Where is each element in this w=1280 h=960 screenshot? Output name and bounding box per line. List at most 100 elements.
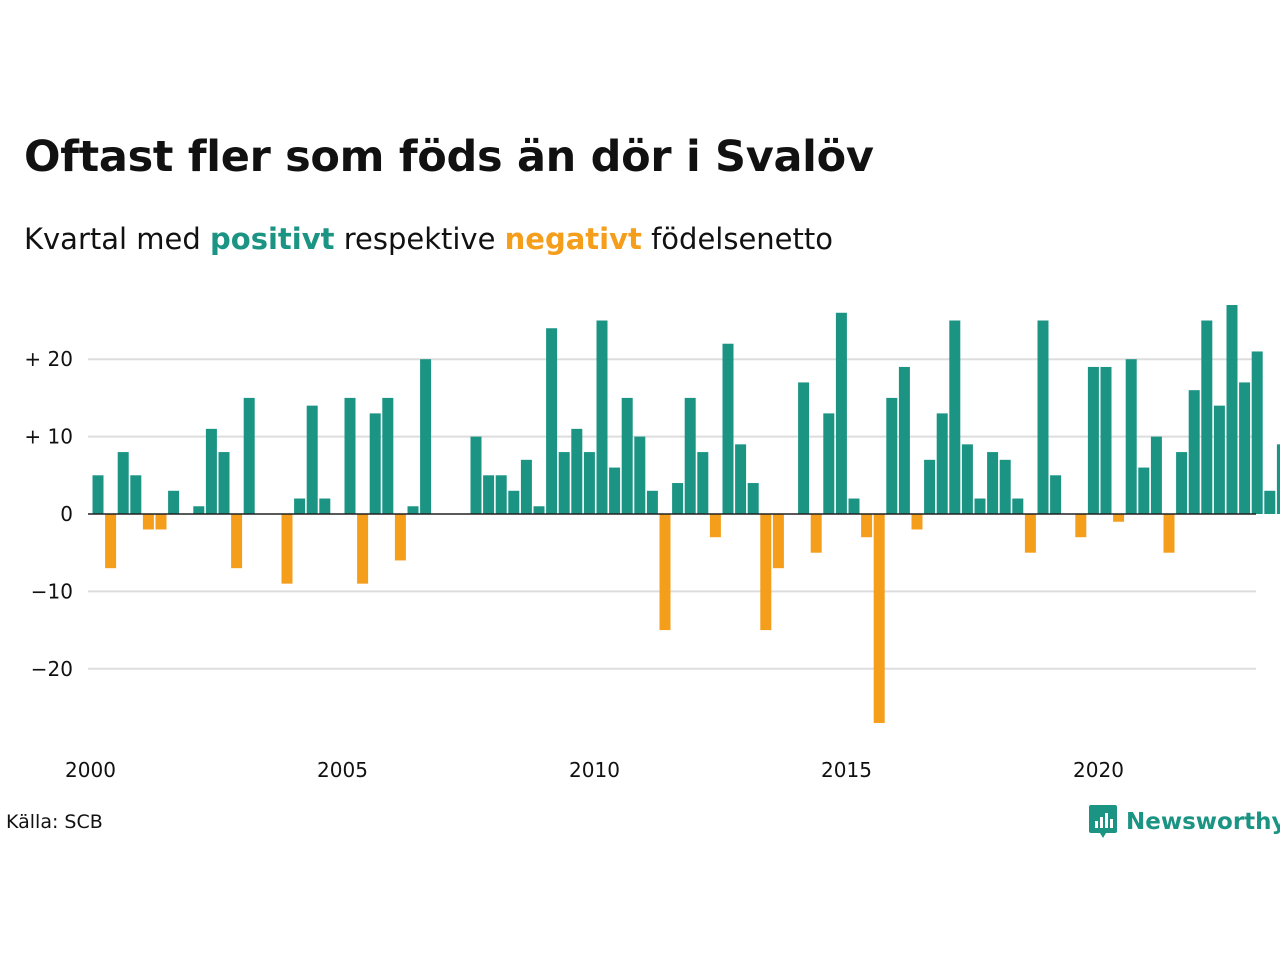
bar-positive <box>306 405 318 514</box>
bar-positive <box>344 397 356 514</box>
source-note: Källa: SCB <box>6 811 103 833</box>
bar-positive <box>495 475 507 514</box>
bar-positive <box>168 490 180 514</box>
bar-positive <box>672 483 684 514</box>
bar-positive <box>634 436 646 514</box>
bar-positive <box>546 328 558 514</box>
bar-positive <box>1213 405 1225 514</box>
bar-positive <box>886 397 898 514</box>
bar-chart: + 20 + 10 0 −10 −20 2000 2005 2010 2015 2020 <box>24 305 1280 782</box>
y-tick-label: 0 <box>60 502 73 526</box>
x-tick-label: 2010 <box>569 758 620 782</box>
bar-positive <box>621 397 633 514</box>
bar-positive <box>1037 320 1049 514</box>
bar-negative <box>394 514 406 561</box>
bar-positive <box>1276 444 1280 514</box>
bar-positive <box>1239 382 1251 514</box>
bar-positive <box>583 452 595 514</box>
bar-positive <box>243 397 255 514</box>
bar-positive <box>520 459 532 514</box>
grid-layer <box>88 358 1256 670</box>
bar-negative <box>659 514 671 631</box>
bar-positive <box>407 506 419 514</box>
bar-negative <box>281 514 293 584</box>
bar-negative <box>231 514 243 569</box>
subtitle-negative-label: negativt <box>504 222 642 256</box>
bar-positive <box>319 498 331 514</box>
bar-positive <box>798 382 810 514</box>
bar-positive <box>1012 498 1024 514</box>
subtitle-positive-label: positivt <box>210 222 335 256</box>
bar-negative <box>1024 514 1036 553</box>
bar-negative <box>155 514 167 530</box>
bar-positive <box>735 444 747 514</box>
bar-positive <box>117 452 129 514</box>
bar-positive <box>205 428 217 514</box>
bar-positive <box>949 320 961 514</box>
bar-positive <box>470 436 482 514</box>
bar-positive <box>684 397 696 514</box>
bar-positive <box>508 490 520 514</box>
bar-positive <box>369 413 381 514</box>
bar-negative <box>142 514 154 530</box>
bar-negative <box>760 514 772 631</box>
bar-positive <box>987 452 999 514</box>
bar-positive <box>420 359 432 514</box>
bar-positive <box>1138 467 1150 514</box>
bar-positive <box>1251 351 1263 514</box>
bar-negative <box>861 514 873 538</box>
bar-chart-speech-bubble-icon <box>1089 805 1117 838</box>
bar-positive <box>961 444 973 514</box>
bar-positive <box>823 413 835 514</box>
bar-negative <box>709 514 721 538</box>
bar-positive <box>1150 436 1162 514</box>
bar-positive <box>193 506 205 514</box>
y-tick-label: + 20 <box>24 347 73 371</box>
bars-layer <box>92 305 1280 723</box>
bar-positive <box>1176 452 1188 514</box>
bar-positive <box>533 506 545 514</box>
brand-logo: Newsworthy <box>1088 804 1280 840</box>
y-tick-label: −20 <box>31 657 73 681</box>
bar-positive <box>974 498 986 514</box>
bar-positive <box>218 452 230 514</box>
bar-positive <box>1201 320 1213 514</box>
bar-positive <box>722 343 734 514</box>
y-tick-label: + 10 <box>24 425 73 449</box>
bar-positive <box>1188 390 1200 514</box>
bar-positive <box>747 483 759 514</box>
bar-positive <box>1100 366 1112 514</box>
bar-positive <box>697 452 709 514</box>
bar-negative <box>772 514 784 569</box>
bar-positive <box>924 459 936 514</box>
bar-positive <box>848 498 860 514</box>
bar-negative <box>105 514 117 569</box>
chart-title: Oftast fler som föds än dör i Svalöv <box>24 132 874 182</box>
bar-positive <box>898 366 910 514</box>
bar-positive <box>999 459 1011 514</box>
chart-subtitle: Kvartal med positivt respektive negativt… <box>24 222 833 256</box>
subtitle-text-end: födelsenetto <box>651 222 833 256</box>
axis-layer: + 20 + 10 0 −10 −20 2000 2005 2010 2015 2020 <box>24 347 1256 782</box>
bar-positive <box>382 397 394 514</box>
bar-positive <box>483 475 495 514</box>
bar-positive <box>130 475 142 514</box>
bar-positive <box>596 320 608 514</box>
bar-negative <box>911 514 923 530</box>
x-tick-label: 2000 <box>65 758 116 782</box>
bar-positive <box>294 498 306 514</box>
bar-negative <box>873 514 885 723</box>
bar-positive <box>1050 475 1062 514</box>
x-tick-label: 2015 <box>821 758 872 782</box>
bar-positive <box>1087 366 1099 514</box>
bar-negative <box>1113 514 1125 522</box>
bar-positive <box>936 413 948 514</box>
bar-positive <box>92 475 104 514</box>
brand-name: Newsworthy <box>1126 809 1280 835</box>
bar-positive <box>646 490 658 514</box>
x-tick-label: 2005 <box>317 758 368 782</box>
subtitle-text-middle: respektive <box>343 222 496 256</box>
bar-positive <box>1125 359 1137 514</box>
bar-positive <box>835 312 847 514</box>
subtitle-text-start: Kvartal med <box>24 222 201 256</box>
